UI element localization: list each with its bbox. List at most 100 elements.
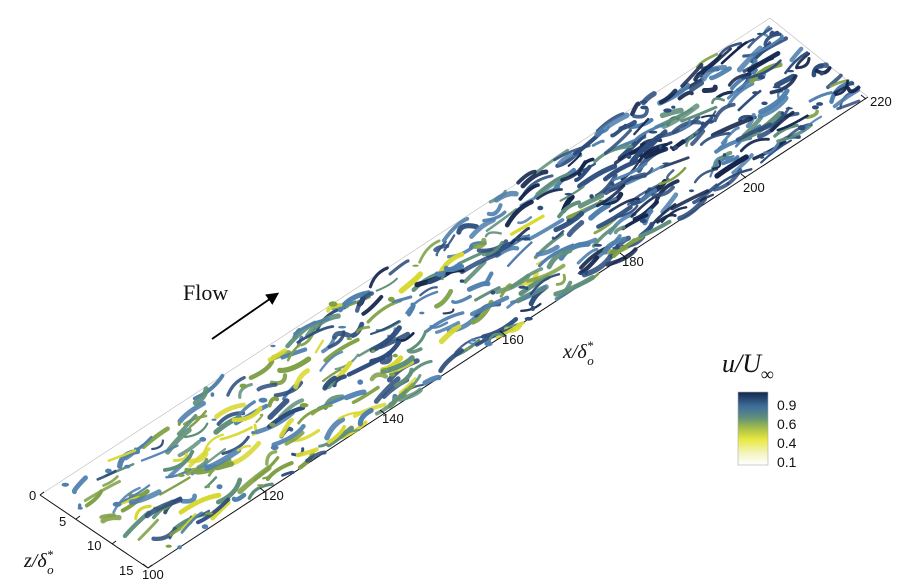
vortex-blob <box>518 285 527 289</box>
vortex-tube <box>711 97 725 105</box>
vortex-tube <box>188 410 208 429</box>
vortex-tube <box>192 373 225 401</box>
vortex-tube <box>737 89 762 112</box>
vortex-tube <box>834 79 849 96</box>
vortex-tube <box>248 359 275 380</box>
vortex-tube <box>277 356 312 374</box>
flow-arrow-icon <box>211 292 280 340</box>
vortex-tube <box>184 422 209 439</box>
vortex-blob <box>524 316 533 321</box>
vortex-tube <box>419 286 438 297</box>
vortex-tube <box>699 132 731 146</box>
vortex-tube <box>443 263 465 273</box>
vortex-tube <box>406 347 423 354</box>
vortex-blob <box>389 372 396 377</box>
vortex-tube <box>659 156 690 169</box>
vortex-tube <box>689 80 705 93</box>
vortex-tube <box>267 348 287 362</box>
vortex-tube <box>591 139 605 147</box>
vortex-tube <box>314 339 324 354</box>
vortex-tube <box>504 199 534 228</box>
vortex-tube <box>660 192 679 215</box>
vortex-tube <box>558 241 591 261</box>
vortex-tube <box>470 295 510 317</box>
vortex-tube <box>255 413 264 424</box>
z-tick-15 <box>147 564 153 569</box>
vortex-tube <box>712 160 722 170</box>
vortex-tube <box>324 416 346 441</box>
vortex-tube <box>267 398 290 420</box>
vortex-blob <box>105 468 112 474</box>
x-tick-200 <box>740 173 747 179</box>
vortex-tube <box>441 216 470 243</box>
vortex-tube <box>295 447 319 458</box>
vortex-tube <box>634 123 666 142</box>
vortex-blob <box>639 218 647 224</box>
x-tick-140 <box>379 409 386 415</box>
colorbar: u/U∞ 0.9 0.6 0.4 0.1 <box>722 349 797 470</box>
vortex-tube <box>438 348 464 374</box>
vortex-tube <box>343 389 367 401</box>
vortex-blob <box>615 244 620 250</box>
vortex-tube <box>355 325 371 334</box>
vortex-blob <box>77 506 83 510</box>
vortex-tube <box>637 142 668 163</box>
vortex-blob <box>706 119 714 124</box>
vortex-tube <box>433 243 450 252</box>
vortex-tube <box>776 123 813 143</box>
vortex-blob <box>780 111 785 116</box>
vortex-tube <box>713 102 736 123</box>
vortex-tube <box>679 118 692 131</box>
vortex-tube <box>180 513 197 532</box>
x-tick-100 <box>142 563 149 569</box>
vortex-tube <box>507 241 533 267</box>
vortex-blob <box>757 32 763 36</box>
vortex-tube <box>763 32 782 47</box>
vortex-blob <box>371 349 376 353</box>
vortex-blob <box>357 379 364 385</box>
vortex-tube <box>236 444 251 452</box>
vortex-blob <box>177 421 181 426</box>
vortex-tube <box>747 27 773 49</box>
vortex-tube <box>180 511 203 534</box>
vortex-blob <box>299 403 309 408</box>
z-tick-label-10: 10 <box>87 538 101 553</box>
vortex-tube <box>326 303 343 313</box>
vortex-tube <box>488 332 505 343</box>
vortex-tube <box>773 123 799 138</box>
vortex-blob <box>419 311 425 315</box>
vortex-blob <box>521 237 531 241</box>
x-tick-label-140: 140 <box>382 411 404 426</box>
x-tick-label-160: 160 <box>502 332 524 347</box>
vortex-blob <box>811 105 819 110</box>
vortex-tube <box>633 117 650 136</box>
vortex-blob <box>693 133 697 136</box>
vortex-blob <box>700 121 705 127</box>
vortex-tube <box>327 425 347 444</box>
vortex-tube <box>188 447 211 468</box>
vortex-tube <box>357 407 374 427</box>
vortex-tube <box>337 290 372 313</box>
vortex-tube <box>701 64 728 82</box>
vortex-tube <box>456 223 480 235</box>
vortex-tube <box>271 423 306 448</box>
vortex-tube <box>398 271 424 294</box>
vortex-tube <box>112 486 141 514</box>
vortex-tube <box>144 497 183 519</box>
x-tick-180 <box>619 252 626 258</box>
vortex-tube <box>651 185 675 198</box>
vortex-tube <box>337 411 362 420</box>
vortex-tube <box>643 146 669 159</box>
vortex-tube <box>204 476 218 489</box>
vortex-tube <box>763 142 780 155</box>
vortex-tube <box>296 325 335 344</box>
vortex-tube <box>588 202 611 221</box>
vortex-tube <box>770 110 795 133</box>
colorbar-tick-0.6: 0.6 <box>777 416 797 432</box>
vortex-tube <box>709 154 735 178</box>
vortex-tube <box>215 477 243 505</box>
vortex-blob <box>752 91 759 95</box>
vortex-tube <box>680 63 704 88</box>
vortex-tube <box>354 291 375 313</box>
colorbar-tick-0.1: 0.1 <box>777 454 797 470</box>
